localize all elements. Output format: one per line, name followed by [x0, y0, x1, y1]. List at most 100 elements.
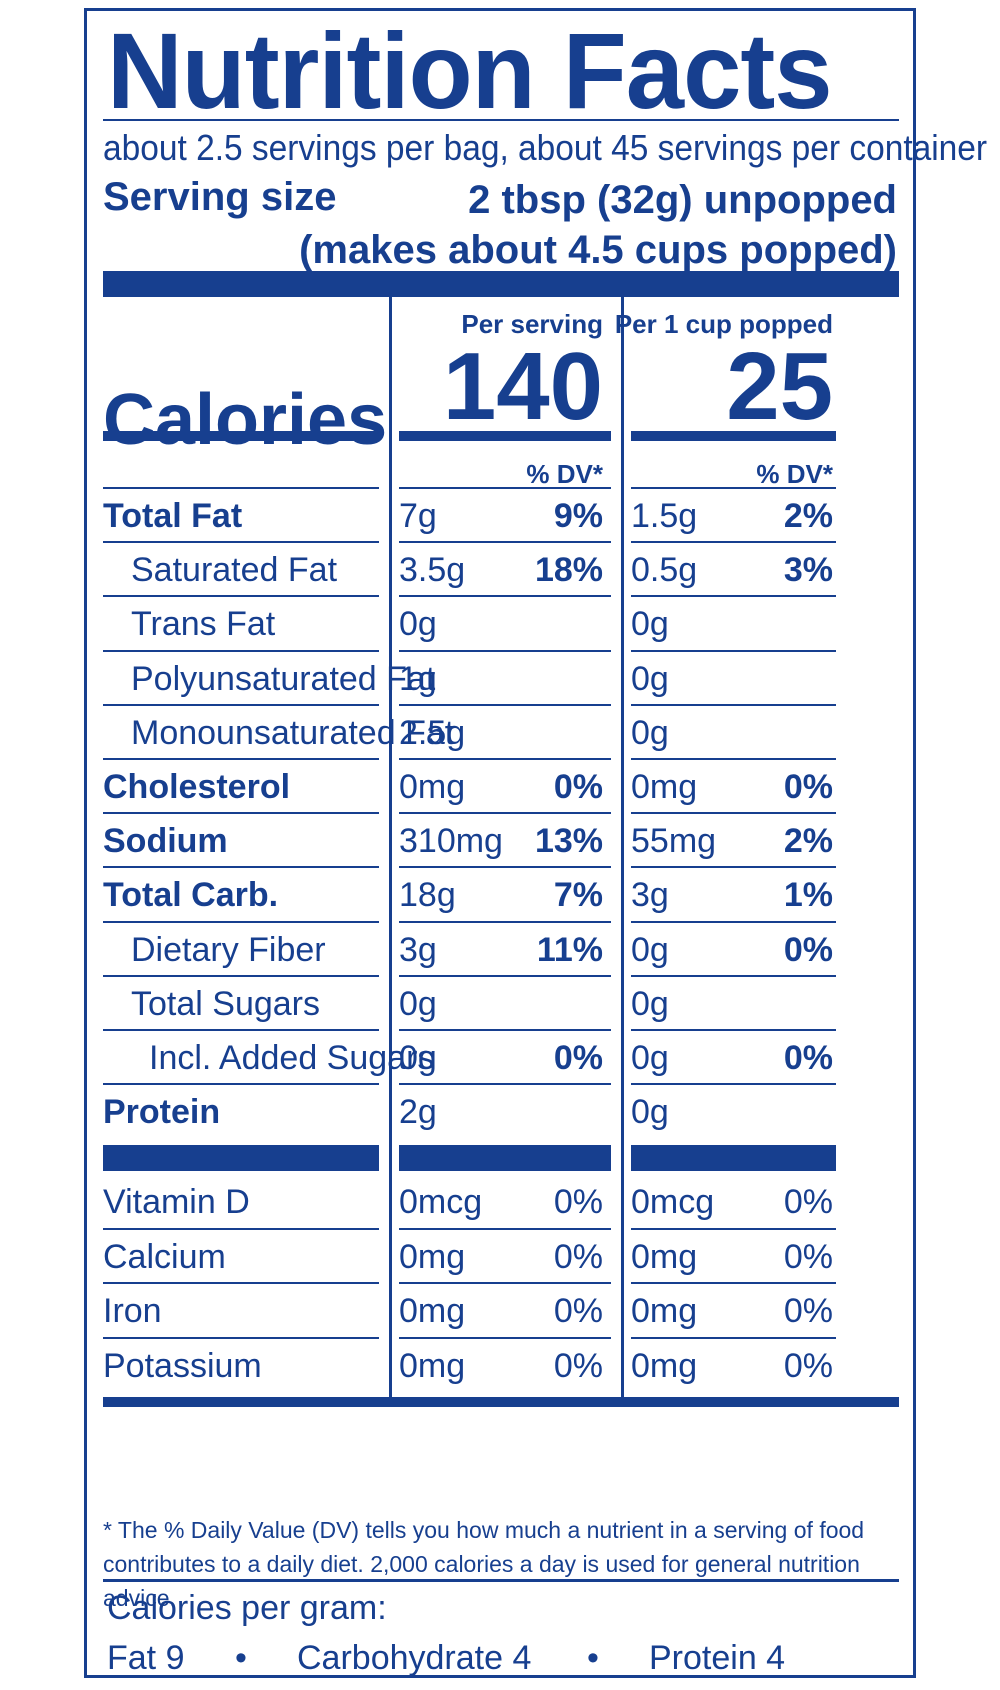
row-divider [103, 920, 379, 923]
cpg-fat: Fat 9 [107, 1639, 185, 1677]
row-divider [399, 974, 611, 977]
row-divider [103, 649, 379, 652]
footnote-divider [103, 1579, 899, 1582]
row-divider [399, 649, 611, 652]
row-divider [103, 541, 379, 544]
thick-bar-bottom [103, 1397, 899, 1407]
row-divider [631, 1282, 836, 1284]
nutrient-name: Saturated Fat [131, 551, 338, 590]
row-divider [399, 595, 611, 598]
row-divider [103, 703, 379, 706]
amount-per-cup: 0g [631, 659, 669, 698]
amount-per-serving: 310mg [399, 822, 503, 861]
nutrient-name: Trans Fat [131, 605, 276, 644]
thick-bar-vitamins-1 [103, 1145, 379, 1171]
cpg-separator-2: • [587, 1639, 599, 1677]
row-divider [631, 1083, 836, 1086]
dv-per-cup: 0% [783, 1183, 833, 1221]
amount-per-serving: 7g [399, 497, 437, 535]
calories-label: Calories [103, 380, 388, 460]
row-divider [103, 866, 379, 869]
dv-per-serving: 9% [553, 497, 603, 535]
dv-per-cup: 1% [783, 876, 833, 915]
servings-per-container: about 2.5 servings per bag, about 45 ser… [103, 127, 988, 168]
serving-size-label: Serving size [103, 175, 337, 219]
nutrient-name: Calcium [103, 1237, 226, 1276]
amount-per-serving: 3.5g [399, 551, 466, 590]
calories-bar-3 [631, 431, 836, 441]
dv-per-serving: 13% [534, 822, 603, 861]
amount-per-serving: 0mg [399, 1292, 466, 1330]
row-divider [631, 541, 836, 544]
row-divider [103, 487, 379, 489]
col1-header: Per serving [461, 309, 603, 339]
calories-per-gram-label: Calories per gram: [107, 1589, 387, 1627]
amount-per-cup: 0mg [631, 1237, 698, 1276]
row-divider [399, 1029, 611, 1031]
daily-value-footnote: * The % Daily Value (DV) tells you how m… [103, 1517, 865, 1611]
amount-per-cup: 0g [631, 1093, 669, 1132]
calories-per-cup: 25 [726, 333, 833, 440]
cpg-protein: Protein 4 [649, 1639, 786, 1677]
row-divider [399, 866, 611, 869]
amount-per-cup: 0.5g [631, 551, 698, 590]
amount-per-cup: 0mg [631, 1292, 698, 1330]
row-divider [631, 487, 836, 489]
amount-per-serving: 0g [399, 1039, 437, 1077]
amount-per-serving: 0g [399, 605, 437, 644]
amount-per-cup: 0g [631, 984, 669, 1023]
amount-per-serving: 0mg [399, 768, 466, 806]
dv-per-serving: 18% [534, 551, 603, 590]
row-divider [631, 920, 836, 923]
row-divider [103, 1083, 379, 1086]
nutrient-name: Total Fat [103, 497, 243, 535]
amount-per-serving: 3g [399, 930, 437, 969]
dv-per-serving: 0% [553, 1292, 603, 1330]
dv-per-cup: 0% [783, 1292, 833, 1330]
row-divider [631, 1336, 836, 1339]
cpg-carbohydrate: Carbohydrate 4 [297, 1639, 532, 1677]
dv-per-serving: 0% [553, 1183, 603, 1221]
amount-per-cup: 3g [631, 876, 669, 915]
serving-size-line2: (makes about 4.5 cups popped) [299, 228, 897, 272]
dv-per-cup: 0% [783, 1346, 833, 1385]
row-divider [103, 758, 379, 760]
nutrient-name: Total Carb. [103, 876, 279, 915]
row-divider [103, 1336, 379, 1339]
col2-header: Per 1 cup popped [614, 309, 833, 339]
nutrient-name: Total Sugars [131, 984, 320, 1023]
amount-per-cup: 0mg [631, 1346, 698, 1385]
thick-bar-vitamins-2 [399, 1145, 611, 1171]
row-divider [631, 1029, 836, 1031]
row-divider [103, 974, 379, 977]
row-divider [103, 1282, 379, 1284]
dv-per-cup: 0% [783, 1039, 833, 1077]
dv-per-serving: 0% [553, 1237, 603, 1276]
dv-per-cup: 3% [783, 551, 833, 590]
thick-bar-top [103, 271, 899, 297]
nutrient-name: Incl. Added Sugars [149, 1039, 435, 1077]
row-divider [103, 1029, 379, 1031]
nutrient-name: Dietary Fiber [131, 930, 326, 969]
label-title: Nutrition Facts [107, 10, 833, 131]
calories-per-serving: 140 [442, 333, 603, 440]
dv-per-serving: 7% [553, 876, 603, 915]
dv-per-serving: 11% [536, 930, 603, 969]
row-divider [399, 487, 611, 489]
row-divider [103, 1227, 379, 1230]
amount-per-serving: 2g [399, 1093, 437, 1132]
nutrient-name: Monounsaturated Fat [131, 713, 455, 752]
column-separator-1 [389, 297, 392, 1397]
amount-per-cup: 0mg [631, 768, 698, 806]
amount-per-cup: 0g [631, 605, 669, 644]
amount-per-cup: 0g [631, 930, 669, 969]
amount-per-cup: 0mcg [631, 1183, 715, 1221]
dv-per-cup: 2% [783, 822, 833, 861]
row-divider [399, 541, 611, 544]
amount-per-serving: 1g [399, 659, 437, 698]
amount-per-cup: 55mg [631, 822, 717, 861]
row-divider [399, 920, 611, 923]
row-divider [399, 1083, 611, 1086]
amount-per-serving: 0mg [399, 1237, 466, 1276]
row-divider [399, 758, 611, 760]
